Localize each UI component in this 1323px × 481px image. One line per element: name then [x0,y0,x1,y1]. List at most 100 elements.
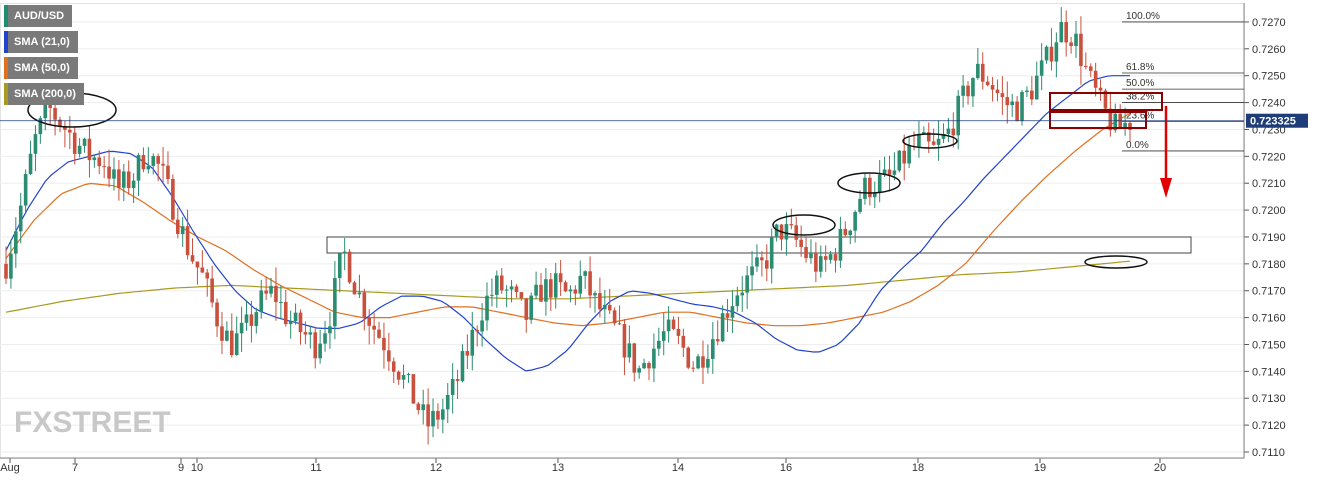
candle-body [553,273,558,298]
candle-body [416,403,421,411]
support-zone-rectangle [326,236,1192,254]
candle-body [87,138,92,161]
candle-body [38,118,43,135]
candle-body [48,102,52,108]
candle-body [760,257,764,261]
candle-body [1069,42,1073,47]
candle-body [166,165,170,180]
candle-body [225,330,229,341]
candle-body [789,224,794,226]
candle-body [696,356,700,369]
candle-body [303,332,308,335]
y-tick-label: 0.7250 [1252,71,1286,83]
candle-body [558,273,563,283]
highlight-ellipse [837,172,901,194]
legend-swatch [4,31,8,53]
x-tick-label: 13 [552,462,564,474]
x-axis: Aug 7 9 10 11 12 13 14 16 18 19 20 [0,457,1244,474]
candle-body [1005,97,1010,106]
candle-body [490,294,494,296]
legend-swatch [4,83,8,105]
candle-body [367,317,372,326]
candle-body [818,256,823,272]
y-tick-label: 0.7140 [1252,366,1286,378]
candle-body [897,150,902,171]
candle-body [200,267,205,273]
candle-body [313,332,318,359]
candle-body [809,253,813,259]
legend-item-sma21[interactable]: SMA (21,0) [4,31,78,53]
y-tick-label: 0.7240 [1252,98,1286,110]
legend-swatch [4,57,8,79]
candle-body [151,156,156,166]
legend-label: SMA (50,0) [14,62,70,74]
candle-body [293,312,298,322]
candle-body [622,324,627,358]
candle-body [1044,46,1049,61]
candle-body [573,289,578,294]
candle-body [843,228,848,236]
candle-body [156,156,160,164]
legend-item-sma200[interactable]: SMA (200,0) [4,83,84,105]
candle-body [804,247,808,259]
candle-body [77,145,82,154]
candle-body [43,102,48,119]
candle-body [853,211,857,231]
candle-body [946,128,951,134]
candle-body [941,133,946,139]
candle-body [627,343,632,358]
candle-body [431,410,435,427]
candle-body [892,170,897,175]
x-tick-label: 9 [178,462,184,474]
candle-body [1093,70,1098,88]
candle-body [234,333,239,356]
candle-body [1074,33,1078,47]
candle-body [68,129,72,133]
candle-body [764,260,769,269]
candle-body [480,320,484,332]
legend-swatch [4,5,8,27]
candle-body [220,326,224,341]
candle-body [495,275,499,295]
highlight-ellipse [772,214,836,236]
sma-21-line [5,75,1130,372]
candle-body [131,180,136,189]
candle-body [274,285,278,303]
candle-body [740,292,745,296]
watermark: FXSTREET [14,406,171,439]
candle-body [720,313,725,342]
candle-body [1049,46,1054,62]
candle-body [814,253,818,272]
candle-body [652,348,656,369]
legend-item-sma50[interactable]: SMA (50,0) [4,57,78,79]
candle-body [931,141,936,145]
fib-level-label: 100.0% [1126,11,1160,22]
annotation-layer [326,236,1192,254]
candle-body [666,319,671,332]
candle-body [642,363,646,369]
candle-body [475,329,479,332]
x-tick-label: 12 [430,462,442,474]
candle-body [1103,90,1108,109]
candle-body [205,272,210,279]
candle-body [1020,91,1024,121]
candle-body [671,319,676,329]
sma-200-line [5,260,1131,313]
legend-item-audusd[interactable]: AUD/USD [4,5,73,27]
candle-body [725,313,730,318]
candle-body [141,155,146,170]
candle-body [922,132,926,134]
candle-body [956,95,961,136]
candle-body [1015,101,1019,121]
annotation-overlays [27,92,1172,269]
candle-body [460,351,465,382]
y-tick-label: 0.7190 [1252,232,1286,244]
candles [4,7,1132,445]
candle-body [229,330,234,356]
candle-body [848,230,853,236]
candle-body [264,290,268,294]
candle-body [588,271,592,296]
candle-body [858,198,862,212]
candle-body [121,171,126,188]
